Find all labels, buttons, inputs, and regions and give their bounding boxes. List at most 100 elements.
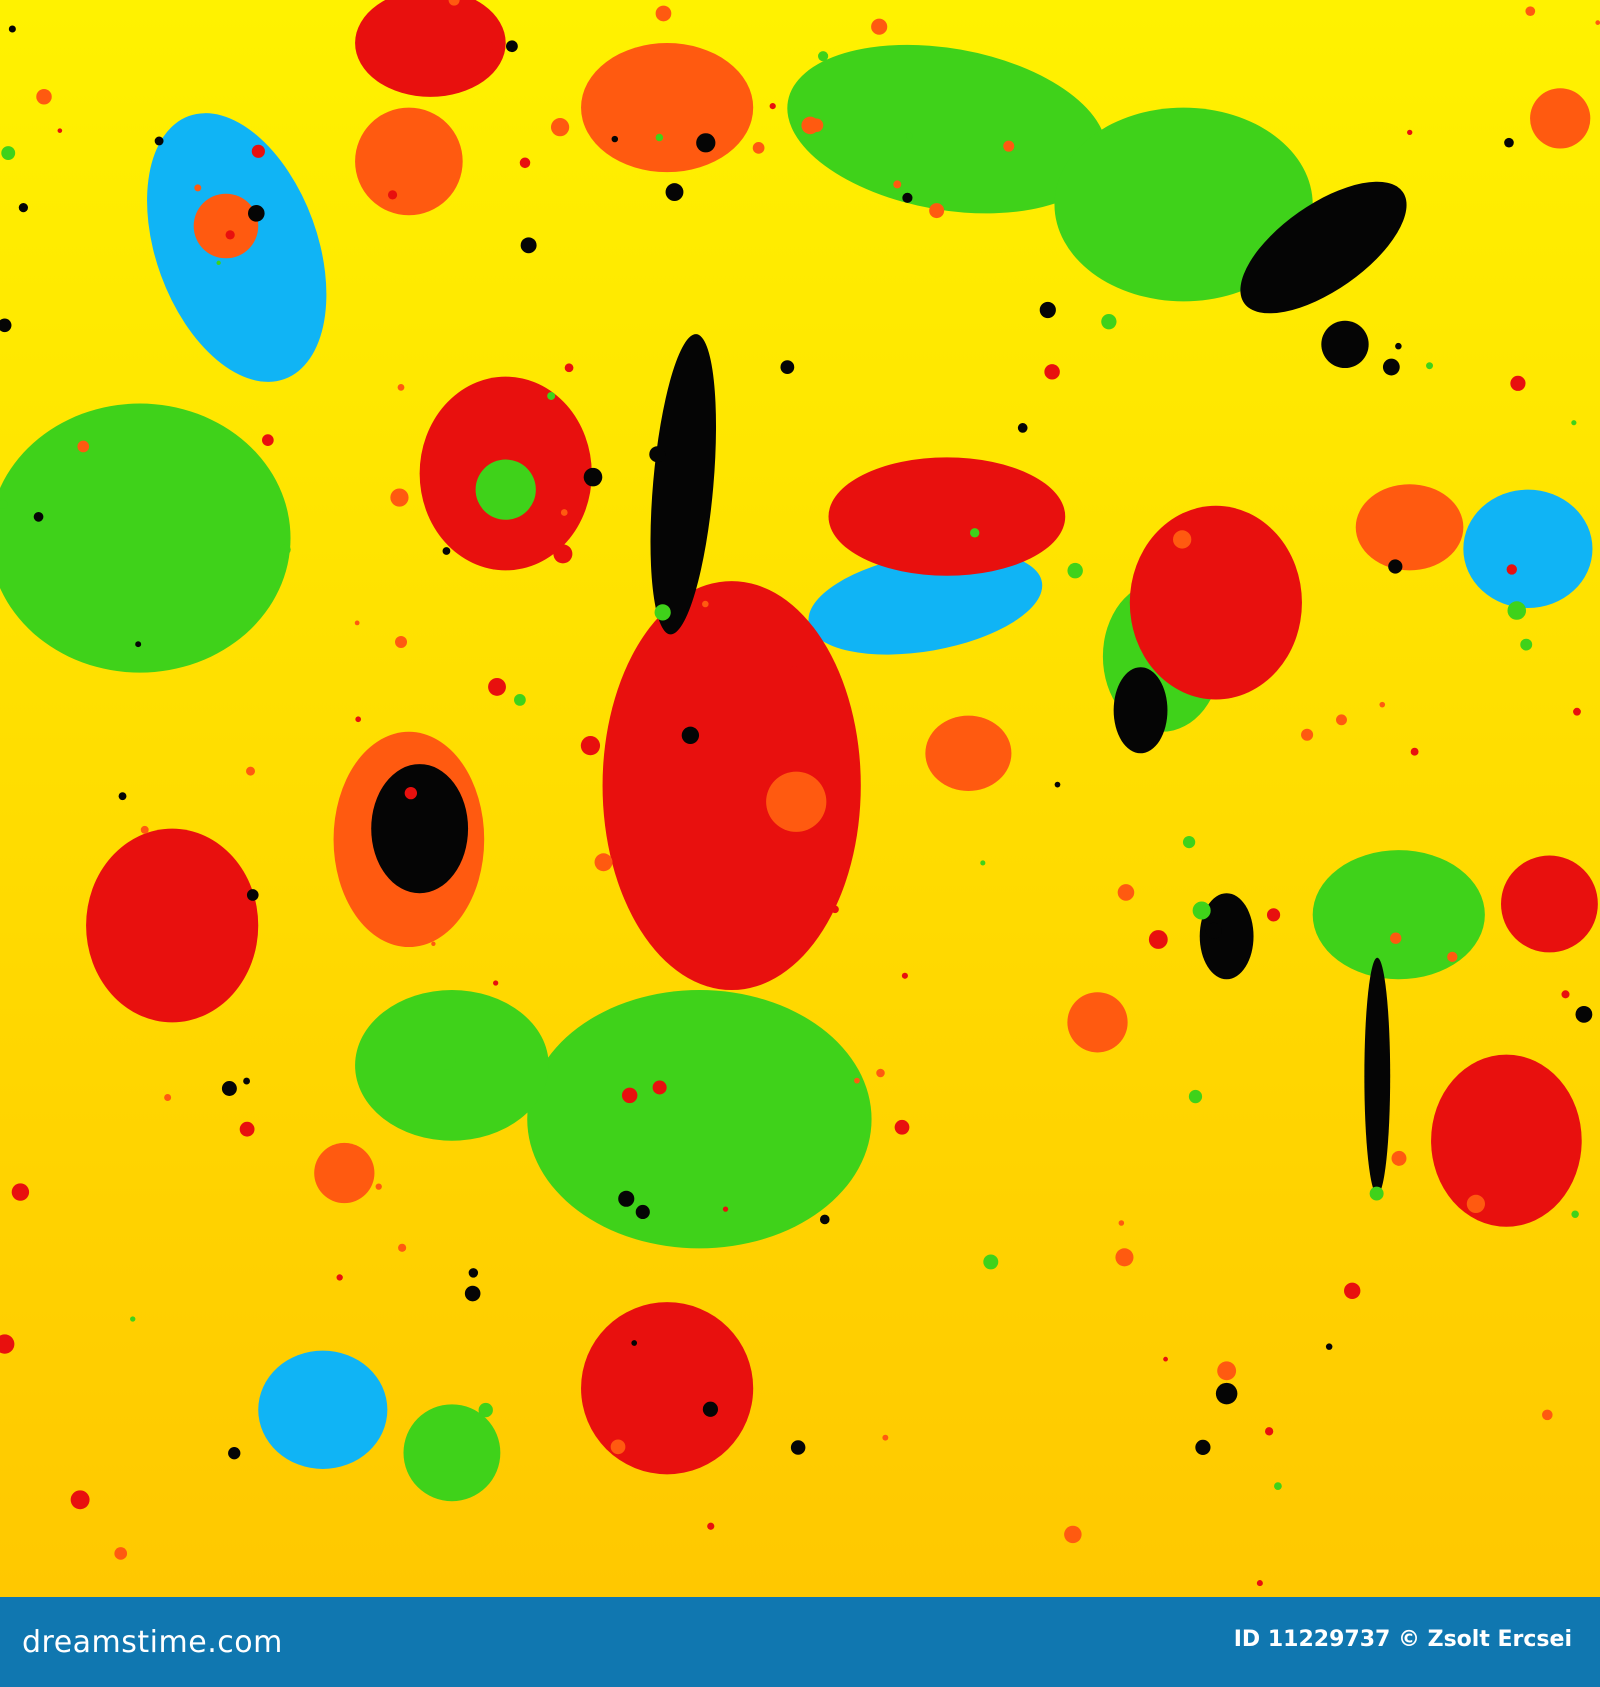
red-paint-splatter — [86, 828, 259, 1023]
paint-droplet — [33, 512, 44, 522]
paint-droplet — [280, 544, 291, 555]
paint-droplet — [468, 1268, 479, 1278]
orange-paint-splatter — [314, 1142, 375, 1204]
paint-droplet — [375, 1183, 382, 1190]
paint-droplet — [901, 972, 908, 979]
black-paint-splatter — [1215, 1382, 1238, 1405]
paint-droplet — [777, 730, 782, 735]
paint-droplet — [1382, 358, 1400, 376]
green-paint-splatter — [1054, 107, 1313, 302]
paint-droplet — [11, 1183, 30, 1201]
paint-droplet — [336, 1274, 343, 1281]
green-paint-splatter — [0, 403, 291, 673]
paint-droplet — [251, 144, 265, 158]
paint-droplet — [437, 1051, 456, 1070]
paint-droplet — [1573, 707, 1581, 716]
paint-droplet — [77, 440, 90, 453]
paint-droplet — [36, 89, 52, 105]
paint-droplet — [390, 488, 409, 507]
paint-droplet — [8, 25, 16, 33]
paint-droplet — [894, 1119, 910, 1135]
paint-droplet — [970, 528, 980, 538]
paint-droplet — [1466, 1194, 1486, 1214]
paint-droplet — [696, 133, 716, 153]
paint-droplet — [702, 600, 709, 608]
paint-droplet — [216, 260, 221, 265]
blue-paint-splatter — [808, 550, 1043, 655]
paint-droplet — [611, 135, 619, 143]
paint-droplet — [246, 766, 255, 776]
paint-droplet — [1064, 1525, 1082, 1544]
paint-droplet — [354, 620, 360, 626]
paint-droplet — [464, 1285, 481, 1302]
paint-droplet — [929, 203, 945, 219]
paint-droplet — [980, 860, 986, 866]
paint-droplet — [635, 1204, 650, 1220]
orange-paint-splatter — [355, 107, 463, 216]
paint-droplet — [1266, 908, 1281, 922]
paint-droplet — [1003, 140, 1015, 152]
paint-droplet — [871, 18, 888, 35]
black-paint-splatter — [1199, 893, 1254, 980]
paint-droplet — [114, 1547, 128, 1560]
red-paint-splatter — [1129, 505, 1302, 700]
paint-droplet — [652, 1080, 667, 1095]
black-paint-splatter — [1364, 957, 1391, 1195]
paint-droplet — [1571, 420, 1577, 426]
paint-droplet — [0, 1334, 15, 1354]
paint-droplet — [431, 941, 436, 946]
paint-droplet — [248, 205, 265, 222]
blue-paint-splatter — [258, 1350, 388, 1469]
paint-droplet — [1520, 638, 1533, 651]
paint-droplet — [819, 1214, 830, 1225]
paint-droplet — [1595, 20, 1600, 25]
orange-paint-splatter — [1530, 88, 1591, 149]
paint-droplet — [1118, 1220, 1125, 1226]
paint-droplet — [1192, 901, 1211, 920]
paint-droplet — [519, 157, 531, 169]
paint-droplet — [243, 1077, 251, 1085]
paint-droplet — [702, 1401, 718, 1417]
image-credit: ID 11229737 © Zsolt Ercsei — [1233, 1627, 1572, 1652]
paint-droplet — [655, 5, 672, 22]
paint-droplet — [1173, 530, 1192, 549]
paint-droplet — [1067, 562, 1083, 579]
brand-logo-text[interactable]: dreamstime.com — [22, 1625, 283, 1660]
paint-droplet — [906, 132, 913, 140]
paint-droplet — [1274, 1482, 1282, 1490]
paint-droplet — [1039, 301, 1056, 319]
paint-droplet — [1391, 1150, 1407, 1166]
paint-droplet — [983, 1254, 999, 1270]
paint-droplet — [790, 1440, 806, 1455]
paint-droplet — [790, 665, 799, 674]
paint-droplet — [560, 509, 568, 516]
paint-droplet — [1188, 1089, 1203, 1104]
paint-droplet — [164, 1094, 172, 1101]
paint-droplet — [1017, 423, 1028, 433]
paint-droplet — [1525, 6, 1536, 17]
paint-droplet — [70, 1490, 90, 1510]
paint-droplet — [1, 146, 16, 161]
paint-droplet — [442, 547, 451, 555]
red-paint-splatter — [828, 457, 1066, 576]
paint-droplet — [488, 677, 506, 696]
paint-droplet — [547, 391, 556, 400]
paint-droplet — [902, 192, 913, 203]
paint-droplet — [140, 825, 149, 834]
paint-droplet — [479, 40, 494, 54]
paint-droplet — [722, 1206, 729, 1212]
paint-droplet — [649, 446, 666, 463]
black-paint-splatter — [1321, 320, 1369, 369]
paint-droplet — [580, 736, 601, 756]
green-paint-splatter — [527, 990, 872, 1249]
paint-droplet — [655, 133, 664, 142]
paint-droplet — [1115, 1248, 1134, 1267]
orange-paint-splatter — [1355, 484, 1464, 571]
paint-droplet — [448, 0, 460, 6]
paint-droplet — [1447, 951, 1458, 963]
paint-droplet — [1301, 728, 1314, 741]
paint-droplet — [1379, 701, 1386, 708]
paint-droplet — [1561, 990, 1570, 999]
orange-paint-splatter — [581, 43, 754, 173]
paint-droplet — [1504, 137, 1514, 148]
